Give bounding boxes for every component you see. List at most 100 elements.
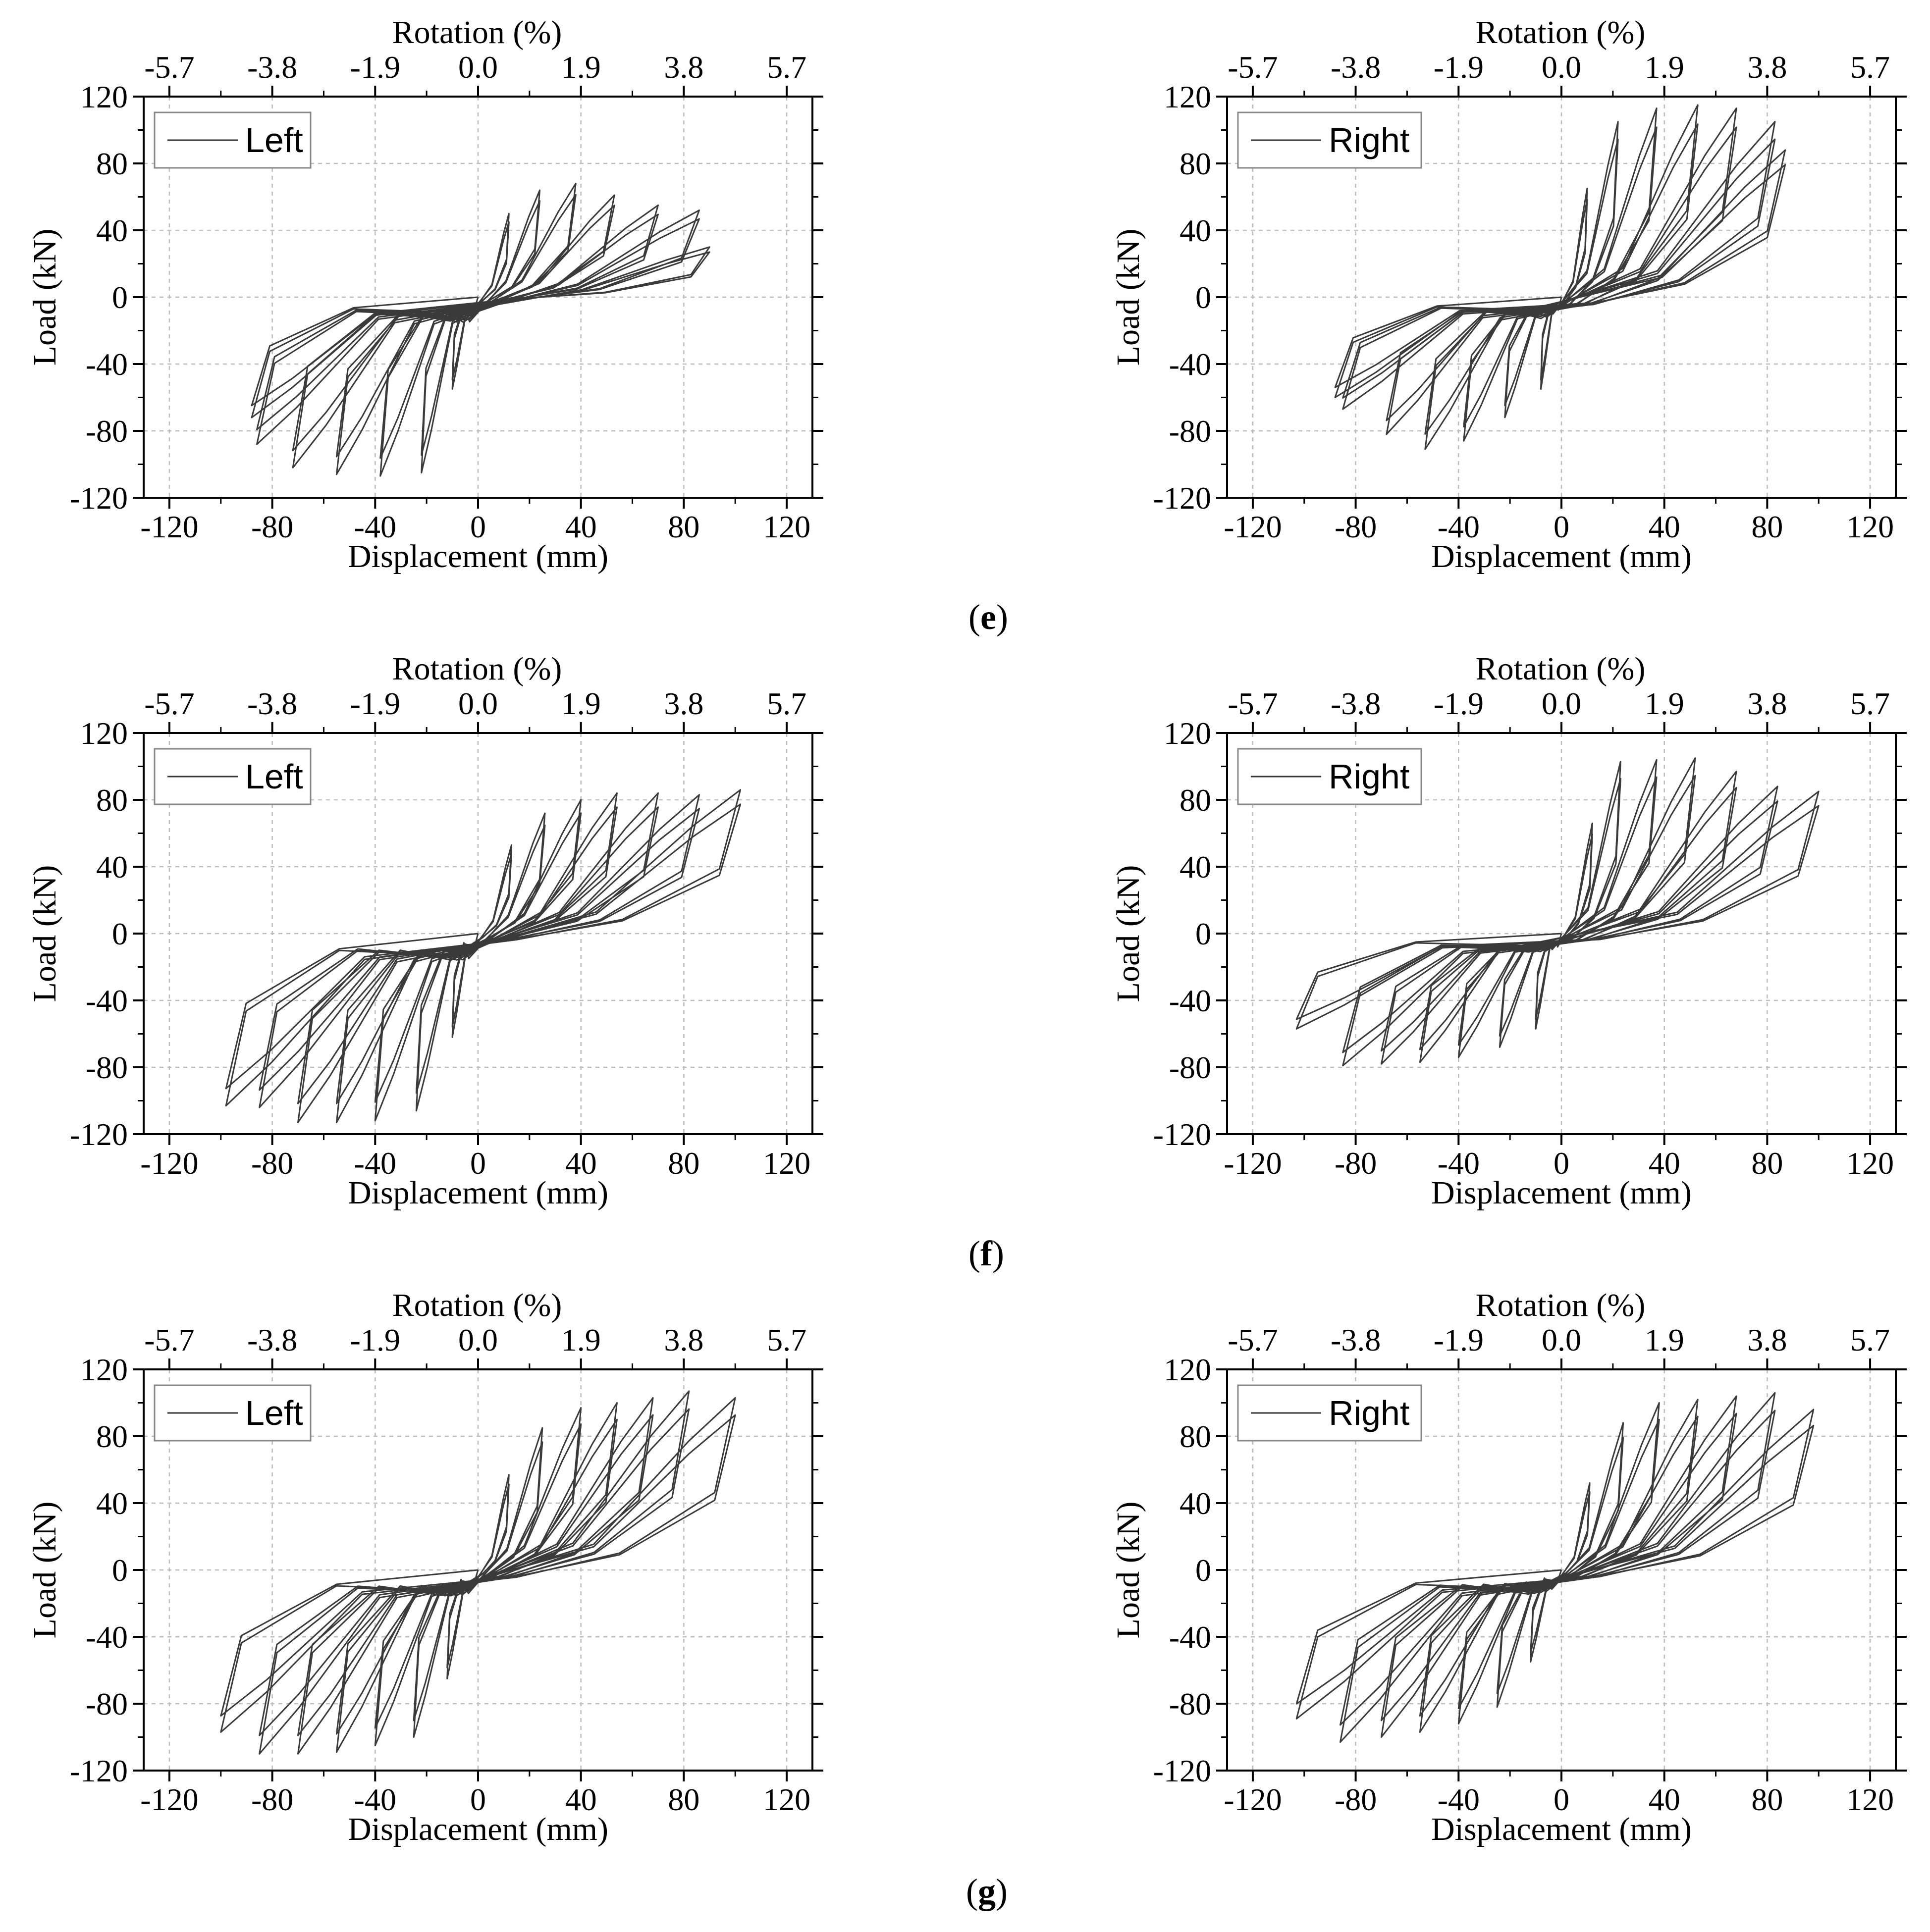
hysteresis-series-line xyxy=(1295,757,1820,1067)
y-tick-label: -40 xyxy=(86,347,128,382)
y-axis-title: Load (kN) xyxy=(1110,229,1146,366)
y-tick-label: -80 xyxy=(86,414,128,449)
y-tick-label: 0 xyxy=(1195,280,1211,315)
subfigure-label-e: (e) xyxy=(968,597,1008,637)
chart-g-left: -120 -80 -40 0 40 80 120 -5.7 -3.8 -1.9 0.0 1.9 3.8 5… xyxy=(27,1287,823,1847)
y-tick-label: -40 xyxy=(86,983,128,1018)
y-tick-label: 80 xyxy=(96,1419,128,1454)
x2-tick-label: 1.9 xyxy=(561,1322,601,1358)
chart-e-right: -120 -80 -40 0 40 80 120 -5.7 -3.8 -1.9 0.0 1.9 3.8 5… xyxy=(1110,14,1907,574)
x2-tick-label: -5.7 xyxy=(144,1322,194,1358)
y-tick-label: 120 xyxy=(1164,79,1211,114)
x-tick-label: -80 xyxy=(1335,509,1377,544)
x-axis-title: Displacement (mm) xyxy=(348,1175,608,1211)
y-tick-label: -120 xyxy=(1153,1753,1211,1788)
x2-tick-label: 0.0 xyxy=(1542,50,1581,85)
x-tick-label: 40 xyxy=(565,509,597,544)
y-axis-title: Load (kN) xyxy=(1110,1502,1146,1639)
x2-tick-label: 1.9 xyxy=(1645,686,1684,721)
y-tick-label: 80 xyxy=(1179,1419,1211,1454)
x2-tick-label: -5.7 xyxy=(144,50,194,85)
y-tick-label: -40 xyxy=(1169,983,1211,1018)
y-tick-label: -80 xyxy=(1169,1686,1211,1722)
x-tick-label: 40 xyxy=(565,1782,597,1817)
x-axis-title: Displacement (mm) xyxy=(348,1811,608,1847)
x-axis-title: Displacement (mm) xyxy=(1431,538,1692,574)
x-tick-label: -40 xyxy=(1438,1782,1480,1817)
x-tick-label: 0 xyxy=(1554,1782,1569,1817)
x2-tick-label: -1.9 xyxy=(350,686,400,721)
x2-tick-label: 5.7 xyxy=(767,50,806,85)
y-tick-label: 80 xyxy=(96,783,128,818)
x2-tick-label: -1.9 xyxy=(1434,50,1484,85)
legend-label: Left xyxy=(245,757,303,796)
legend-label: Right xyxy=(1329,757,1409,796)
y-tick-label: -80 xyxy=(86,1050,128,1085)
y-axis-title: Load (kN) xyxy=(27,229,63,366)
x2-tick-label: -3.8 xyxy=(247,686,297,721)
y-axis-title: Load (kN) xyxy=(1110,865,1146,1002)
x-tick-label: 120 xyxy=(763,509,810,544)
x2-tick-label: 1.9 xyxy=(1645,1322,1684,1358)
legend-label: Right xyxy=(1329,1394,1409,1432)
legend-box xyxy=(1237,111,1422,169)
subfigure-label-g: (g) xyxy=(966,1872,1008,1911)
hysteresis-series-line xyxy=(251,183,710,477)
y-tick-label: 120 xyxy=(80,79,128,114)
y-axis-title: Load (kN) xyxy=(27,1502,63,1639)
x2-axis-title: Rotation (%) xyxy=(392,14,562,51)
subfigure-letter: e xyxy=(980,597,996,637)
legend-label: Right xyxy=(1329,121,1409,159)
x2-tick-label: 1.9 xyxy=(1645,50,1684,85)
x-axis-title: Displacement (mm) xyxy=(1431,1175,1692,1211)
x2-tick-label: -5.7 xyxy=(1228,50,1278,85)
y-tick-label: -120 xyxy=(1153,480,1211,516)
x2-tick-label: 3.8 xyxy=(664,1322,703,1358)
x2-tick-label: 3.8 xyxy=(664,686,703,721)
x-tick-label: -80 xyxy=(251,509,293,544)
hysteresis-series-line xyxy=(1334,104,1786,450)
x-tick-label: -80 xyxy=(251,1782,293,1817)
x-axis-title: Displacement (mm) xyxy=(1431,1811,1692,1847)
x-tick-label: -120 xyxy=(1224,1146,1282,1181)
x-tick-label: 80 xyxy=(668,509,699,544)
x-tick-label: -80 xyxy=(1335,1782,1377,1817)
x2-tick-label: 5.7 xyxy=(767,686,806,721)
chart-g-right: -120 -80 -40 0 40 80 120 -5.7 -3.8 -1.9 0.0 1.9 3.8 5… xyxy=(1110,1287,1907,1847)
y-tick-label: 0 xyxy=(1195,916,1211,951)
y-tick-label: 40 xyxy=(1179,849,1211,885)
hysteresis-series-line xyxy=(225,789,742,1123)
y-tick-label: 40 xyxy=(96,849,128,885)
y-tick-label: 120 xyxy=(80,716,128,751)
y-tick-label: -80 xyxy=(86,1686,128,1722)
subfigure-label-f: (f) xyxy=(968,1234,1004,1273)
y-tick-label: 0 xyxy=(112,916,128,951)
x-tick-label: 120 xyxy=(763,1146,810,1181)
x2-tick-label: 5.7 xyxy=(1850,1322,1890,1358)
y-tick-label: -40 xyxy=(1169,347,1211,382)
x2-tick-label: 5.7 xyxy=(1850,50,1890,85)
x2-tick-label: -1.9 xyxy=(350,50,400,85)
y-tick-label: -40 xyxy=(86,1619,128,1655)
x-tick-label: 120 xyxy=(1846,1146,1894,1181)
x2-tick-label: 0.0 xyxy=(1542,1322,1581,1358)
hysteresis-series-line xyxy=(220,1390,736,1755)
x-tick-label: 40 xyxy=(1649,509,1680,544)
legend: Right xyxy=(1237,1384,1422,1442)
y-tick-label: 40 xyxy=(96,1486,128,1521)
legend: Left xyxy=(154,1384,312,1442)
y-tick-label: -120 xyxy=(70,1753,128,1788)
x2-axis-title: Rotation (%) xyxy=(1476,651,1646,687)
y-tick-label: 40 xyxy=(1179,1486,1211,1521)
y-tick-label: 40 xyxy=(1179,213,1211,248)
x-tick-label: 40 xyxy=(1649,1146,1680,1181)
x2-tick-label: -1.9 xyxy=(350,1322,400,1358)
x-tick-label: -40 xyxy=(354,1782,396,1817)
x2-tick-label: -3.8 xyxy=(247,50,297,85)
y-tick-label: 120 xyxy=(1164,1352,1211,1387)
subfigure-letter: g xyxy=(977,1872,996,1911)
x-tick-label: 80 xyxy=(1751,509,1783,544)
x2-tick-label: 0.0 xyxy=(1542,686,1581,721)
